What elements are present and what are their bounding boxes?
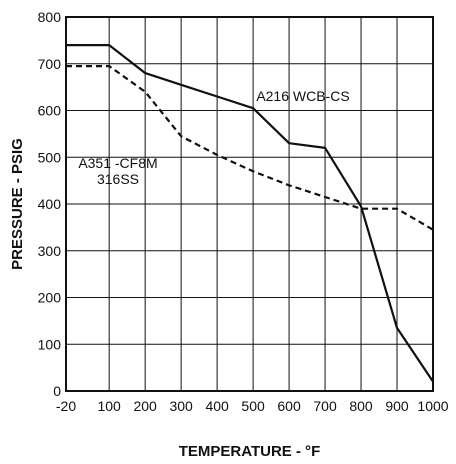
x-tick-label: 700 (313, 398, 337, 414)
y-tick-label: 600 (38, 103, 62, 119)
x-tick-label: -20 (56, 398, 76, 414)
y-tick-label: 500 (38, 149, 62, 165)
y-tick-label: 400 (38, 196, 62, 212)
y-tick-label: 100 (38, 336, 62, 352)
series-line-a216-wcb-cs (66, 43, 434, 383)
x-tick-label: 900 (385, 398, 409, 414)
x-tick-label: 200 (133, 398, 157, 414)
series-annotation-label: A216 WCB-CS (256, 88, 349, 104)
tick-labels: -20 100 200 300 400 500 600 700 800 900 1000 0 100 20… (38, 9, 449, 414)
y-tick-label: 700 (38, 56, 62, 72)
series-group (66, 43, 434, 383)
y-tick-label: 300 (38, 243, 62, 259)
series-annotation-label: A351 -CF8M (78, 155, 157, 171)
x-tick-label: 300 (169, 398, 193, 414)
plot-frame (65, 16, 434, 392)
x-tick-label: 1000 (417, 398, 448, 414)
y-tick-label: 200 (38, 290, 62, 306)
x-tick-label: 600 (277, 398, 301, 414)
x-tick-label: 100 (97, 398, 121, 414)
series-line-a351-cf8m-316ss (66, 64, 434, 231)
x-tick-label: 500 (241, 398, 265, 414)
y-tick-label: 0 (53, 383, 61, 399)
grid (65, 16, 434, 392)
y-tick-label: 800 (38, 9, 62, 25)
x-tick-label: 800 (349, 398, 373, 414)
y-axis-title: PRESSURE - PSIG (9, 138, 26, 270)
x-axis-title: TEMPERATURE - °F (179, 443, 321, 460)
series-annotation-label: 316SS (97, 171, 139, 187)
x-tick-label: 400 (205, 398, 229, 414)
